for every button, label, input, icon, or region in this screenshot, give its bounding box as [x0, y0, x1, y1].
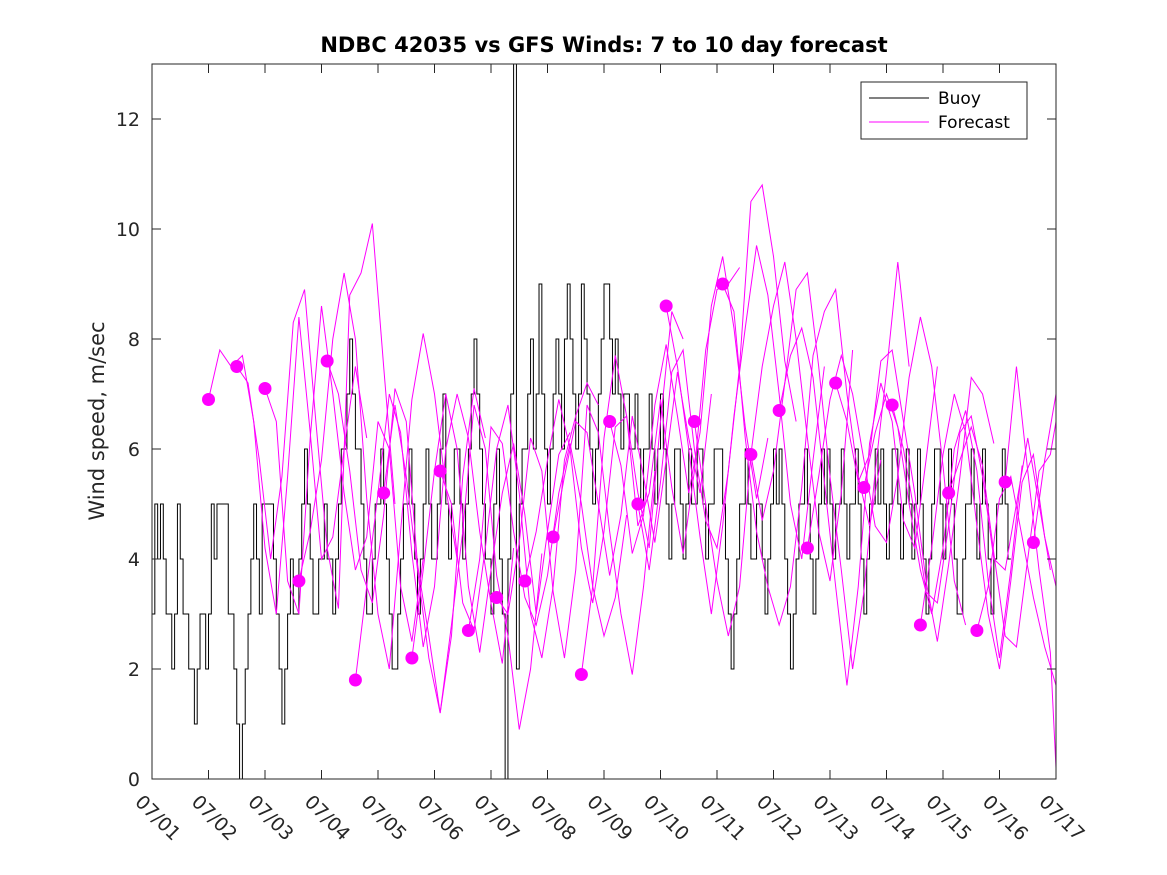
forecast-marker: [998, 475, 1012, 489]
forecast-series-line-7: [383, 404, 543, 730]
forecast-marker: [518, 574, 532, 588]
legend-buoy-label: Buoy: [938, 89, 981, 109]
x-tick-label: 07/04: [300, 791, 354, 845]
x-tick-label: 07/13: [808, 791, 862, 845]
legend: Buoy Forecast: [860, 81, 1028, 140]
x-tick-label: 07/17: [1034, 791, 1088, 845]
y-tick-label: 6: [128, 439, 140, 461]
forecast-marker: [885, 398, 899, 412]
x-tick-label: 07/12: [752, 791, 806, 845]
buoy-series-line: [152, 64, 1011, 779]
forecast-marker: [603, 415, 617, 428]
x-tick-label: 07/05: [356, 791, 410, 845]
x-tick-label: 07/08: [526, 791, 580, 845]
y-tick-label: 0: [128, 769, 140, 791]
forecast-series-line-1: [208, 316, 368, 615]
x-tick-label: 07/03: [243, 791, 297, 845]
forecast-marker: [800, 541, 814, 555]
forecast-marker: [546, 530, 560, 544]
forecast-series-line-26: [919, 393, 1056, 670]
forecast-marker: [631, 497, 645, 511]
forecast-marker: [405, 651, 419, 665]
forecast-series-line-28: [976, 474, 1056, 686]
forecast-series-line-8: [411, 393, 571, 659]
x-tick-label: 07/15: [921, 791, 975, 845]
forecast-marker: [970, 624, 984, 637]
forecast-series-line-5: [326, 360, 486, 714]
y-tick-label: 8: [128, 329, 140, 351]
forecast-series-line-30: [1032, 393, 1056, 543]
forecast-series-line-20: [750, 261, 910, 670]
forecast-marker: [574, 668, 588, 681]
forecast-marker: [716, 277, 730, 291]
forecast-series-line-23: [835, 348, 995, 642]
x-tick-label: 07/16: [978, 791, 1032, 845]
y-tick-label: 12: [116, 109, 140, 131]
forecast-series-line-25: [891, 404, 1051, 605]
y-tick-label: 2: [128, 659, 140, 681]
forecast-marker: [348, 673, 362, 687]
forecast-series-line-19: [722, 283, 882, 627]
forecast-series-line-22: [806, 316, 967, 626]
forecast-series-line-9: [439, 381, 599, 659]
forecast-series-line-11: [496, 404, 656, 675]
forecast-marker: [744, 448, 758, 461]
legend-box: [860, 81, 1028, 140]
forecast-series-line-18: [693, 261, 854, 637]
forecast-marker: [942, 486, 956, 500]
forecast-marker: [258, 382, 272, 395]
chart-title: NDBC 42035 vs GFS Winds: 7 to 10 day for…: [320, 33, 887, 57]
plot-data-layer: [152, 64, 1056, 779]
x-tick-label: 07/06: [413, 791, 467, 845]
forecast-series-line-27: [948, 421, 1056, 649]
forecast-series-line-16: [637, 183, 797, 571]
x-tick-label: 07/10: [639, 791, 693, 845]
forecast-marker: [202, 393, 215, 406]
x-tick-label: 07/11: [695, 791, 749, 845]
forecast-series-line-4: [298, 272, 458, 670]
forecast-marker: [461, 624, 475, 637]
forecast-series-line-3: [264, 305, 424, 642]
forecast-series-line-12: [524, 311, 684, 604]
x-tick-label: 07/14: [865, 791, 919, 845]
y-tick-label: 10: [116, 219, 140, 241]
x-tick-label: 07/02: [187, 791, 241, 845]
forecast-marker: [829, 376, 843, 390]
y-tick-label: 4: [128, 549, 140, 571]
forecast-series-line-13: [552, 371, 712, 576]
forecast-marker: [377, 486, 391, 500]
forecast-series-line-2: [236, 223, 396, 609]
x-tick-label: 07/09: [582, 791, 636, 845]
forecast-series-line-10: [467, 425, 628, 638]
x-tick-label: 07/07: [469, 791, 523, 845]
y-axis-label: Wind speed, m/sec: [85, 321, 109, 520]
forecast-series-line-21: [778, 326, 938, 686]
forecast-marker: [659, 299, 673, 313]
forecast-marker: [857, 481, 871, 494]
forecast-series-line-14: [580, 267, 741, 675]
forecast-marker: [490, 591, 504, 604]
forecast-marker: [772, 404, 786, 417]
legend-forecast-label: Forecast: [938, 113, 1010, 133]
forecast-marker: [292, 574, 306, 588]
forecast-series-line-6: [354, 393, 515, 681]
forecast-marker: [433, 464, 447, 478]
forecast-marker: [687, 415, 701, 428]
forecast-marker: [320, 354, 334, 368]
forecast-marker: [1026, 536, 1040, 549]
forecast-series-line-17: [665, 245, 825, 615]
x-tick-label: 07/01: [130, 791, 184, 845]
forecast-marker: [913, 618, 927, 632]
forecast-series-line-29: [1004, 366, 1056, 769]
forecast-marker: [230, 360, 244, 373]
